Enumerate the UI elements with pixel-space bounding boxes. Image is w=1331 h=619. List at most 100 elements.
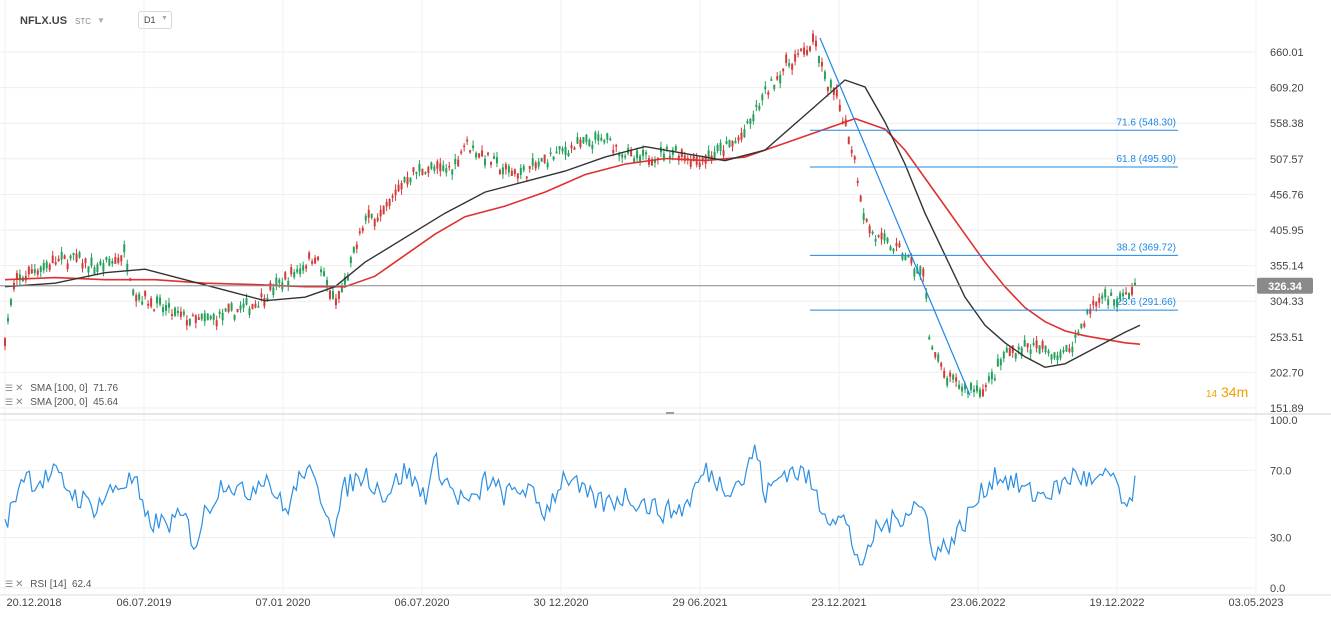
x-tick-label: 20.12.2018	[6, 597, 61, 609]
candle-body	[328, 290, 331, 299]
candle-body	[206, 313, 209, 321]
sma200-name: SMA	[30, 397, 52, 408]
settings-icon[interactable]: ☰	[5, 397, 14, 407]
candle-body	[27, 266, 30, 275]
source-label[interactable]: STC	[75, 17, 91, 26]
candle-body	[489, 162, 492, 165]
settings-icon[interactable]: ☰	[5, 579, 14, 589]
candle-body	[1080, 323, 1083, 329]
candle-body	[794, 54, 797, 62]
candle-body	[725, 141, 728, 145]
candle-body	[636, 150, 639, 159]
candle-body	[227, 303, 230, 312]
candle-body	[746, 121, 749, 124]
candle-body	[57, 258, 60, 262]
y-tick-label: 405.95	[1270, 225, 1304, 237]
candle-body	[236, 309, 239, 313]
candle-body	[492, 156, 495, 159]
candle-body	[349, 257, 352, 264]
candle-body	[817, 56, 820, 64]
candle-body	[463, 145, 466, 148]
candle-body	[355, 244, 358, 249]
candle-body	[600, 137, 603, 141]
candle-body	[278, 279, 281, 283]
candle-body	[105, 257, 108, 260]
candle-body	[1083, 323, 1086, 327]
candle-body	[454, 158, 457, 165]
candle-body	[403, 176, 406, 183]
candle-body	[30, 269, 33, 274]
candle-body	[823, 71, 826, 80]
settings-icon[interactable]: ☰	[5, 383, 14, 393]
candle-body	[114, 257, 117, 264]
candle-body	[176, 310, 179, 314]
candle-body	[1014, 353, 1017, 359]
candle-body	[1053, 352, 1056, 359]
candle-body	[791, 64, 794, 70]
candle-body	[409, 177, 412, 183]
candle-body	[81, 263, 84, 269]
timeframe-select[interactable]: D1 ▼	[138, 11, 172, 29]
candle-body	[376, 217, 379, 221]
candle-body	[895, 243, 898, 247]
candle-body	[42, 262, 45, 271]
candle-body	[317, 256, 320, 261]
candle-body	[132, 289, 135, 296]
candle-body	[1095, 302, 1098, 307]
candle-body	[847, 137, 850, 145]
close-icon[interactable]: ✕	[15, 383, 24, 394]
candle-body	[75, 253, 78, 262]
current-price-label: 326.34	[1268, 281, 1303, 293]
candle-body	[665, 146, 668, 150]
candle-body	[308, 252, 311, 259]
candle-body	[555, 151, 558, 154]
candle-body	[1125, 292, 1128, 295]
candle-body	[421, 168, 424, 175]
chevron-down-icon: ▼	[161, 15, 168, 22]
candle-body	[221, 312, 224, 321]
candle-body	[868, 226, 871, 234]
close-icon[interactable]: ✕	[15, 579, 24, 590]
candle-body	[540, 157, 543, 162]
candle-body	[952, 374, 955, 380]
candle-body	[144, 291, 147, 297]
candle-body	[212, 314, 215, 320]
candle-body	[373, 219, 376, 227]
candle-body	[919, 266, 922, 275]
candle-body	[48, 264, 51, 270]
close-icon[interactable]: ✕	[15, 397, 24, 408]
candle-body	[200, 313, 203, 320]
candle-body	[54, 262, 57, 265]
candle-body	[367, 209, 370, 218]
candle-body	[15, 273, 18, 281]
candle-body	[984, 385, 987, 388]
candle-body	[254, 303, 257, 308]
candle-body	[543, 154, 546, 163]
candle-body	[102, 263, 105, 272]
candle-body	[880, 232, 883, 240]
candle-body	[531, 158, 534, 166]
candle-body	[674, 146, 677, 151]
candle-body	[415, 171, 418, 175]
candle-body	[418, 163, 421, 172]
candle-body	[451, 169, 454, 175]
candle-body	[990, 371, 993, 380]
source-caret-icon[interactable]: ▼	[97, 16, 105, 25]
candle-body	[749, 118, 752, 124]
candle-body	[1032, 342, 1035, 346]
candle-body	[740, 132, 743, 140]
sma100-value: 71.76	[93, 383, 119, 394]
candle-body	[856, 180, 859, 184]
candle-body	[782, 68, 785, 72]
candle-body	[51, 255, 54, 264]
candle-body	[1089, 308, 1092, 314]
symbol-name[interactable]: NFLX.US	[20, 15, 68, 27]
candle-body	[257, 306, 260, 308]
candle-body	[1026, 343, 1029, 348]
candle-body	[36, 270, 39, 275]
candle-body	[299, 268, 302, 275]
rsi-tick-label: 30.0	[1270, 533, 1291, 545]
candle-body	[570, 145, 573, 149]
candle-body	[290, 267, 293, 275]
